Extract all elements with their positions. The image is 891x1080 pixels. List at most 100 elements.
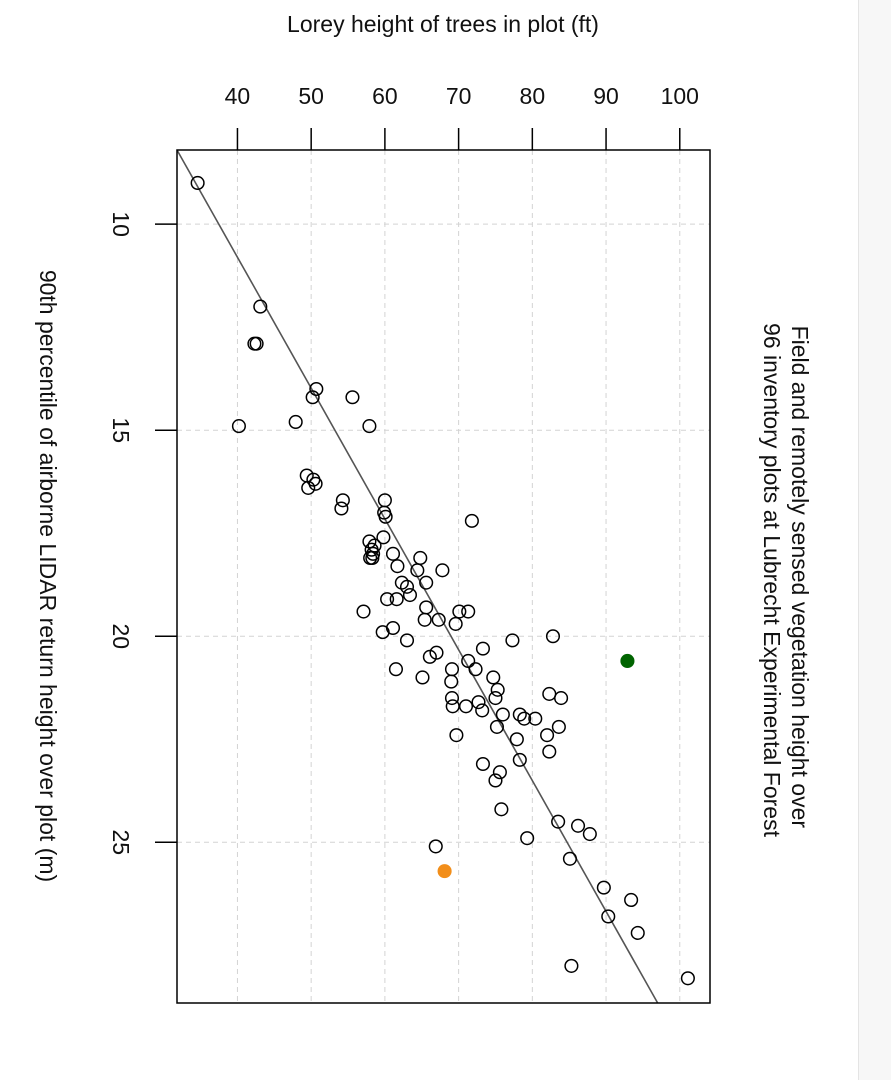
data-point-0 [190,175,205,191]
data-point-38 [419,600,434,615]
data-point-49 [505,633,520,648]
data-point-50 [475,641,490,656]
data-point-8 [231,419,246,434]
data-point-6 [345,390,360,405]
y-tick-label-100: 100 [661,83,699,109]
data-point-92 [601,909,616,924]
grid-lines [177,150,710,1003]
y-tick-label-50: 50 [298,83,324,109]
data-point-62 [444,691,460,706]
data-point-59 [444,674,459,689]
data-point-72 [528,711,543,726]
data-point-86 [582,826,597,842]
data-point-12 [308,476,323,491]
data-point-61 [542,686,557,701]
data-point-54 [388,662,404,677]
x-tick-label-25: 25 [108,829,134,855]
data-point-30 [410,563,425,578]
data-point-25 [385,546,401,561]
data-point-55 [468,662,483,677]
data-point-34 [399,579,415,594]
y-axis-label: Lorey height of trees in plot (ft) [287,11,599,37]
data-point-41 [461,604,476,619]
data-point-3 [247,336,262,351]
data-point-47 [545,629,561,644]
data-points [190,175,695,986]
y-tick-label-70: 70 [446,83,472,109]
x-tick-label-10: 10 [108,211,134,237]
data-point-1 [253,299,268,314]
scatter-plot: 40 50 60 70 80 90 100 10 15 20 25 Lorey height of… [35,11,813,1004]
data-point-88 [428,839,443,854]
data-point-18 [378,509,393,524]
y-tick-label-90: 90 [593,83,619,109]
data-point-67 [458,699,474,714]
data-point-36 [380,592,395,607]
x-tick-label-20: 20 [108,623,134,649]
data-point-56 [444,662,460,677]
data-point-85 [570,818,586,833]
data-point-84 [551,814,566,829]
data-point-69 [512,707,527,722]
data-point-29 [390,559,405,574]
data-point-53 [461,653,476,669]
data-point-70 [495,707,510,722]
data-point-64 [554,691,569,706]
y-tick-label-60: 60 [372,83,398,109]
highlighted-point-2 [437,864,452,879]
data-point-40 [452,604,467,619]
x-axis-ticks: 10 15 20 25 [108,211,177,855]
data-point-44 [448,616,463,631]
data-point-9 [362,419,377,434]
data-point-68 [475,703,490,718]
data-point-20 [376,530,391,545]
data-point-80 [475,756,490,772]
data-point-13 [301,480,316,495]
x-axis-label: 90th percentile of airborne LIDAR return… [35,270,61,882]
data-point-19 [464,513,479,528]
data-point-77 [509,732,524,747]
data-point-5 [305,390,320,405]
data-point-83 [494,802,509,817]
data-point-14 [335,493,350,508]
data-point-82 [488,773,503,788]
data-point-39 [356,604,371,619]
data-point-60 [490,682,505,697]
data-point-48 [399,633,415,648]
data-point-43 [431,612,446,627]
data-point-57 [486,670,501,685]
highlighted-point-1 [620,653,635,669]
data-point-52 [422,649,437,664]
data-point-78 [542,744,557,759]
data-point-35 [402,587,418,603]
y-tick-label-80: 80 [520,83,546,109]
data-point-31 [435,563,450,578]
right-side-panel [858,0,891,1080]
data-point-74 [551,719,566,734]
data-point-46 [375,625,390,640]
data-point-76 [540,728,555,743]
data-point-87 [520,831,535,846]
chart-title-line-2: 96 inventory plots at Lubrecht Experimen… [759,323,785,838]
data-point-28 [413,550,428,566]
data-point-81 [492,765,507,780]
data-point-37 [389,592,404,607]
data-point-95 [680,971,695,986]
data-point-58 [415,670,430,685]
chart-title-line-1: Field and remotely sensed vegetation hei… [787,326,813,829]
x-tick-label-15: 15 [108,417,134,443]
data-point-89 [562,851,577,866]
data-point-27 [365,550,380,566]
data-point-94 [564,958,579,973]
data-point-65 [471,695,486,710]
data-point-93 [630,925,645,940]
data-point-7 [288,414,303,430]
data-point-75 [449,728,464,743]
data-point-71 [517,711,532,726]
data-point-4 [309,381,324,397]
data-point-90 [596,880,611,895]
data-point-16 [334,501,349,516]
data-point-66 [445,699,460,714]
y-tick-label-40: 40 [225,83,251,109]
plot-frame [176,149,711,1004]
